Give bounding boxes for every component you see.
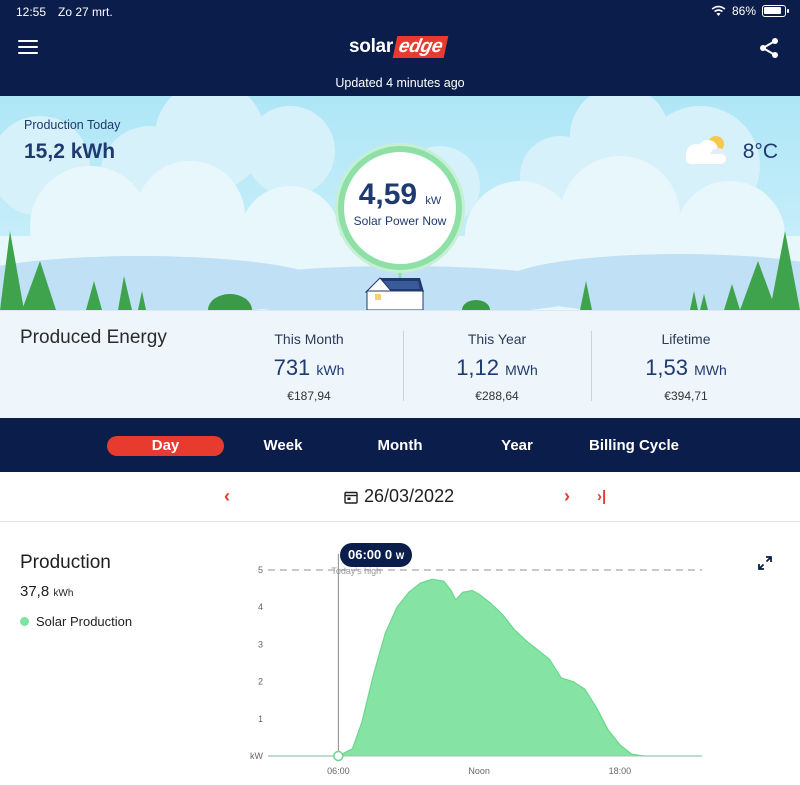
energy-this-year: This Year 1,12 MWh €288,64 <box>404 331 590 403</box>
tab-year[interactable]: Year <box>501 437 533 454</box>
power-unit: kW <box>425 195 442 207</box>
date-navigation: ‹ 26/03/2022 › ›| <box>0 472 800 522</box>
status-right: 86% <box>711 4 789 18</box>
y-tick-label: 1 <box>258 714 263 724</box>
y-tick-label: 4 <box>258 602 263 612</box>
production-unit: kWh <box>53 588 74 599</box>
todays-high-label: Today's high <box>331 566 381 576</box>
production-area <box>268 579 702 756</box>
y-axis-unit: kW <box>250 751 264 761</box>
legend-dot <box>20 617 29 626</box>
legend-label: Solar Production <box>36 614 133 629</box>
share-icon[interactable] <box>758 37 780 59</box>
y-tick-label: 2 <box>258 677 263 687</box>
period-tabs: Day Week Month Year Billing Cycle <box>0 418 800 472</box>
energy-lifetime: Lifetime 1,53 MWh €394,71 <box>593 331 779 403</box>
produced-energy-title: Produced Energy <box>20 327 167 348</box>
energy-value-row: 731 kWh <box>216 355 402 381</box>
solaredge-logo: solar edge <box>349 35 449 59</box>
energy-value-row: 1,53 MWh <box>593 355 779 381</box>
selected-date: 26/03/2022 <box>364 486 455 506</box>
x-tick-label: 06:00 <box>327 766 350 776</box>
tooltip-unit: W <box>395 551 405 561</box>
partly-cloudy-icon <box>686 136 726 164</box>
expand-icon[interactable] <box>757 555 773 571</box>
temperature-value: 8°C <box>742 140 778 163</box>
energy-this-month: This Month 731 kWh €187,94 <box>216 331 402 403</box>
production-today-label: Production Today <box>24 118 121 132</box>
energy-unit: MWh <box>505 362 538 378</box>
energy-value: 731 <box>273 355 311 380</box>
power-value-row: 4,59 kW <box>344 178 456 212</box>
power-value: 4,59 <box>358 178 418 211</box>
production-today-value: 15,2 kWh <box>24 140 116 163</box>
calendar-icon <box>344 491 358 504</box>
solar-power-now[interactable]: 4,59 kW Solar Power Now <box>338 146 462 270</box>
energy-money: €288,64 <box>475 389 519 403</box>
x-tick-label: Noon <box>468 766 490 776</box>
chart-tooltip: 06:00 0 W <box>340 543 413 567</box>
divider <box>591 331 592 401</box>
energy-label: This Year <box>467 331 527 347</box>
tab-day[interactable]: Day <box>107 436 224 456</box>
divider <box>403 331 404 401</box>
wifi-icon <box>711 5 726 16</box>
hero-panel: Production Today 15,2 kWh 8°C 4,59 kW So… <box>0 96 800 310</box>
production-value: 37,8 <box>20 583 50 600</box>
y-tick-label: 5 <box>258 565 263 575</box>
energy-label: Lifetime <box>661 331 711 347</box>
tooltip-time: 06:00 <box>348 547 382 562</box>
tab-month[interactable]: Month <box>377 437 423 454</box>
production-chart[interactable]: 1 2 3 4 5 kW Today's high 06:00 Noon 18:00 <box>230 540 720 785</box>
x-tick-label: 18:00 <box>609 766 632 776</box>
chart-legend[interactable]: Solar Production <box>20 614 132 629</box>
energy-label: This Month <box>274 331 344 347</box>
y-tick-label: 3 <box>258 639 263 649</box>
tab-week[interactable]: Week <box>263 437 303 454</box>
power-label: Solar Power Now <box>353 214 447 228</box>
energy-money: €187,94 <box>287 389 331 403</box>
energy-value-row: 1,12 MWh <box>404 355 590 381</box>
next-day-button[interactable]: › <box>564 486 570 506</box>
battery-percent: 86% <box>731 4 756 18</box>
produced-energy-section: Produced Energy This Month 731 kWh €187,… <box>0 310 800 418</box>
app-header: solar edge Updated 4 minutes ago <box>0 24 800 96</box>
energy-unit: kWh <box>316 362 345 378</box>
updated-text: Updated 4 minutes ago <box>335 76 465 90</box>
tooltip-value: 0 <box>384 547 393 562</box>
production-value-row: 37,8 kWh <box>20 583 73 600</box>
production-title: Production <box>20 552 111 573</box>
status-bar: 12:55 Zo 27 mrt. 86% <box>0 0 800 24</box>
status-time: 12:55 <box>16 5 47 19</box>
menu-icon[interactable] <box>18 40 38 56</box>
tab-billing-cycle[interactable]: Billing Cycle <box>588 437 680 454</box>
cursor-point[interactable] <box>333 750 344 762</box>
landscape-illustration <box>0 96 800 310</box>
energy-value: 1,12 <box>456 355 500 380</box>
date-picker[interactable]: 26/03/2022 <box>344 486 454 507</box>
house-icon <box>364 277 424 310</box>
energy-unit: MWh <box>694 362 727 378</box>
battery-icon <box>762 5 789 17</box>
previous-day-button[interactable]: ‹ <box>224 486 230 506</box>
energy-money: €394,71 <box>664 389 708 403</box>
production-line <box>268 578 702 757</box>
status-date: Zo 27 mrt. <box>58 5 113 19</box>
last-day-button[interactable]: ›| <box>597 488 607 505</box>
energy-value: 1,53 <box>645 355 689 380</box>
